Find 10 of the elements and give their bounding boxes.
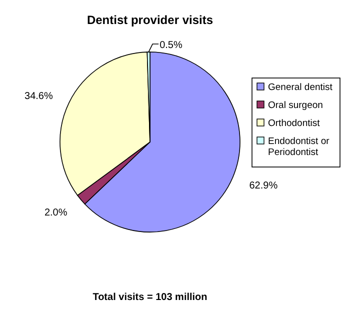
text: Total visits = 103 million — [92, 292, 208, 303]
data-label: 62.9% — [249, 180, 278, 192]
data-label: 34.6% — [24, 90, 53, 102]
data-label: 0.5% — [160, 40, 182, 52]
legend-label: Orthodontist — [268, 118, 320, 129]
data-label: 2.0% — [44, 207, 68, 218]
legend-label: General dentist — [268, 82, 333, 93]
legend-label: Oral surgeon — [268, 100, 323, 111]
legend-label: Endodontist or Periodontist — [268, 136, 330, 158]
chart-title: Dentist provider visits — [86, 13, 214, 27]
